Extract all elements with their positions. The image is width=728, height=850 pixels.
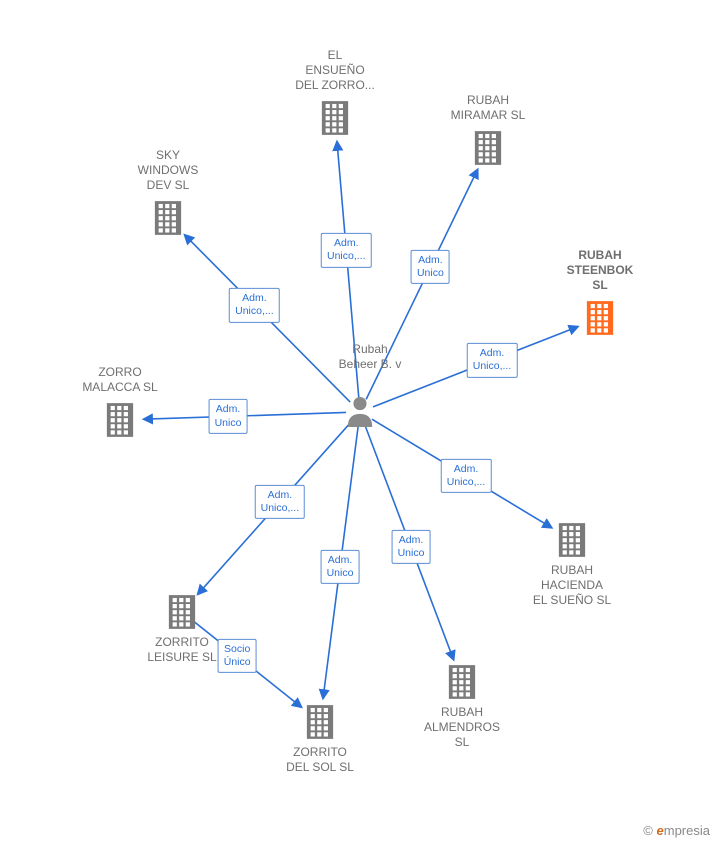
node-icon-rubah-almendros[interactable]	[449, 665, 475, 699]
node-label-rubah-miramar: RUBAH MIRAMAR SL	[451, 93, 526, 123]
node-icon-rubah-miramar[interactable]	[475, 131, 501, 165]
node-icon-rubah-hacienda[interactable]	[559, 523, 585, 557]
edge-label-center-zorrito-leisure: Adm. Unico,...	[255, 485, 306, 519]
node-label-zorrito-leisure: ZORRITO LEISURE SL	[147, 635, 216, 665]
edge-label-center-rubah-miramar: Adm. Unico	[411, 250, 450, 284]
node-label-zorrito-sol: ZORRITO DEL SOL SL	[286, 745, 354, 775]
node-label-zorro-malacca: ZORRO MALACCA SL	[82, 365, 157, 395]
node-icon-el-ensueno[interactable]	[322, 101, 348, 135]
edge-label-center-sky-windows: Adm. Unico,...	[229, 288, 280, 322]
diagram-canvas	[0, 0, 728, 850]
node-label-el-ensueno: EL ENSUEÑO DEL ZORRO...	[295, 48, 375, 93]
edge-label-center-rubah-almendros: Adm. Unico	[392, 530, 431, 564]
node-label-rubah-steenbok: RUBAH STEENBOK SL	[567, 248, 634, 293]
node-label-rubah-almendros: RUBAH ALMENDROS SL	[424, 705, 500, 750]
node-label-rubah-hacienda: RUBAH HACIENDA EL SUEÑO SL	[533, 563, 611, 608]
edge-label-center-el-ensueno: Adm. Unico,...	[321, 233, 372, 267]
center-node-icon	[348, 397, 372, 427]
edge-label-center-rubah-hacienda: Adm. Unico,...	[441, 459, 492, 493]
edge-label-center-zorrito-sol: Adm. Unico	[321, 550, 360, 584]
brand-rest: mpresia	[664, 823, 710, 838]
node-icon-zorro-malacca[interactable]	[107, 403, 133, 437]
edge-label-zorrito-leisure-zorrito-sol: Socio Único	[218, 639, 257, 673]
node-label-sky-windows: SKY WINDOWS DEV SL	[138, 148, 199, 193]
copyright-symbol: ©	[643, 823, 653, 838]
center-node-label: Rubah Beheer B. v	[339, 342, 402, 372]
footer: © empresia	[643, 823, 710, 838]
edge-label-center-rubah-steenbok: Adm. Unico,...	[467, 343, 518, 377]
node-icon-zorrito-sol[interactable]	[307, 705, 333, 739]
edge-label-center-zorro-malacca: Adm. Unico	[209, 399, 248, 433]
node-icon-rubah-steenbok[interactable]	[587, 301, 613, 335]
node-icon-zorrito-leisure[interactable]	[169, 595, 195, 629]
node-icon-sky-windows[interactable]	[155, 201, 181, 235]
brand-initial: e	[657, 823, 664, 838]
